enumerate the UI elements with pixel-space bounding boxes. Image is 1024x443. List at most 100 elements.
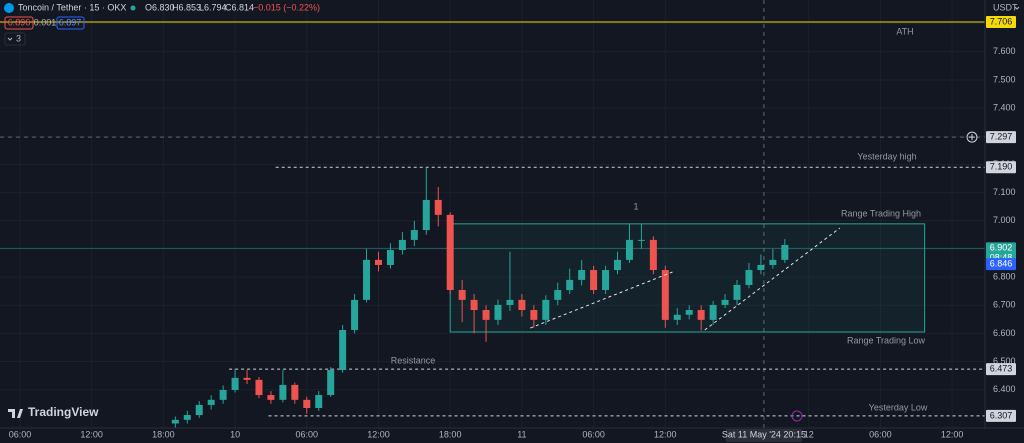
- candle-body: [171, 419, 179, 424]
- level-label-box: [986, 363, 1016, 376]
- crosshair-y-label-box: [986, 131, 1016, 144]
- candle-body: [279, 384, 287, 400]
- candle-body: [410, 230, 418, 240]
- candle-body: [781, 244, 789, 260]
- candle-body: [506, 299, 514, 305]
- candle-body: [637, 239, 645, 241]
- x-tick-label: 06:00: [296, 429, 319, 439]
- candle-body: [327, 369, 335, 396]
- x-tick-label: 12:00: [80, 429, 103, 439]
- symbol[interactable]: Toncoin / Tether · 15 · OKX: [18, 2, 126, 12]
- candle-body: [649, 239, 657, 271]
- candle-body: [183, 415, 191, 420]
- candle-body: [446, 214, 454, 291]
- x-tick-label: 18:00: [439, 429, 462, 439]
- y-tick-label: 6.400: [993, 384, 1016, 394]
- candle-body: [482, 310, 490, 320]
- candle-body: [207, 399, 215, 405]
- candle-body: [374, 259, 382, 265]
- tv-logo-icon: [8, 409, 23, 418]
- candle-body: [530, 310, 538, 320]
- candle-body: [590, 270, 598, 291]
- candle-body: [733, 284, 741, 300]
- level-annotation: ATH: [896, 26, 913, 36]
- candle-body: [422, 199, 430, 231]
- level-annotation: Yesterday Low: [869, 402, 928, 412]
- x-tick-label: 18:00: [152, 429, 175, 439]
- x-tick-label: 06:00: [869, 429, 892, 439]
- range-annotation: Range Trading Low: [847, 335, 926, 345]
- candle-body: [219, 389, 227, 400]
- candle-body: [709, 304, 717, 320]
- event-icon[interactable]: [791, 410, 803, 422]
- plot: [0, 0, 985, 428]
- indicators-toggle[interactable]: [4, 32, 26, 46]
- x-tick-label: 12:00: [654, 429, 677, 439]
- candle-body: [494, 304, 502, 320]
- candle-body: [339, 330, 347, 370]
- x-tick-label: 06:00: [9, 429, 32, 439]
- candle-body: [363, 259, 371, 300]
- candle-body: [673, 314, 681, 320]
- ohlc-open: O6.830: [145, 2, 175, 12]
- y-tick-label: 7.100: [993, 187, 1016, 197]
- candle-body: [303, 399, 311, 409]
- candle-body: [757, 264, 765, 271]
- y-tick-label: 6.800: [993, 271, 1016, 281]
- candle-body: [398, 239, 406, 251]
- crosshair-x-label: Sat 11 May '24 20:15: [722, 429, 806, 439]
- ask[interactable]: 6.897: [59, 17, 82, 27]
- candle-body: [351, 299, 359, 331]
- range-annotation: Range Trading High: [841, 208, 921, 218]
- candle-body: [195, 404, 203, 416]
- y-tick-label: 7.600: [993, 46, 1016, 56]
- candle-body: [697, 310, 705, 320]
- candle-body: [602, 270, 610, 291]
- candle-body: [255, 379, 263, 396]
- bid[interactable]: 6.896: [8, 17, 31, 27]
- tv-logo[interactable]: TradingView: [28, 405, 99, 419]
- candle-body: [518, 299, 526, 311]
- x-tick-label: 11: [517, 429, 526, 439]
- spread: 0.001: [34, 17, 57, 27]
- crosshair-y-label: 7.297: [990, 132, 1013, 142]
- level-label-box: [986, 15, 1016, 28]
- ohlc-change: −0.015 (−0.22%): [253, 2, 320, 12]
- candle-body: [542, 299, 550, 320]
- sell-button[interactable]: [4, 16, 34, 30]
- annotation: 1: [633, 201, 638, 211]
- x-tick-label: 12:00: [367, 429, 390, 439]
- buy-button[interactable]: [56, 16, 85, 30]
- countdown: 08:48: [990, 253, 1013, 263]
- x-tick-label: 06:00: [582, 429, 605, 439]
- level-label-box: [986, 161, 1016, 174]
- candle-body: [243, 377, 251, 380]
- range-box: [449, 223, 926, 333]
- candle-body: [721, 299, 729, 305]
- candle-body: [566, 279, 574, 291]
- x-tick-label: 12:00: [941, 429, 964, 439]
- add-alert[interactable]: [966, 131, 978, 143]
- currency[interactable]: USDT: [993, 2, 1018, 12]
- last-price-label: 6.902: [990, 243, 1013, 253]
- indicators-count[interactable]: 3: [16, 33, 21, 43]
- y-tick-label: 6.700: [993, 300, 1016, 310]
- symbol-logo: [4, 3, 14, 13]
- y-tick-label: 7.400: [993, 103, 1016, 113]
- y-tick-label: 6.500: [993, 356, 1016, 366]
- chevron: [1014, 6, 1020, 10]
- ohlc-high: H6.853: [172, 2, 201, 12]
- level-label-box: [986, 409, 1016, 422]
- axes: 6.4006.5006.6006.7006.8006.9007.0007.100…: [9, 15, 1016, 442]
- level-annotation: Yesterday high: [857, 151, 916, 161]
- candle-body: [578, 270, 586, 280]
- y-tick-label: 7.500: [993, 74, 1016, 84]
- candle-body: [315, 395, 323, 409]
- trendline: [530, 271, 673, 329]
- indicator-label: 6.846: [990, 258, 1013, 268]
- candle-body: [614, 259, 622, 271]
- candle-body: [291, 384, 299, 400]
